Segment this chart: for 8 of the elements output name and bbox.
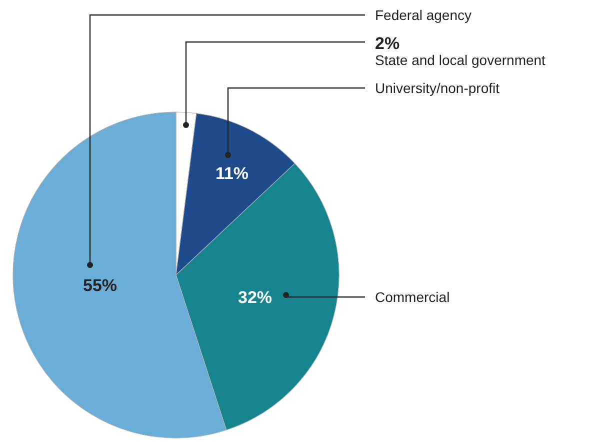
slice-label: Commercial (375, 289, 450, 305)
data-label: 2% (375, 34, 400, 53)
slice-label: Federal agency (375, 7, 472, 23)
data-label: 32% (238, 288, 272, 307)
slice-label: State and local government (375, 52, 546, 68)
data-label: 55% (82, 276, 118, 295)
slice-label: University/non-profit (375, 80, 500, 96)
data-label: 11% (215, 164, 249, 183)
